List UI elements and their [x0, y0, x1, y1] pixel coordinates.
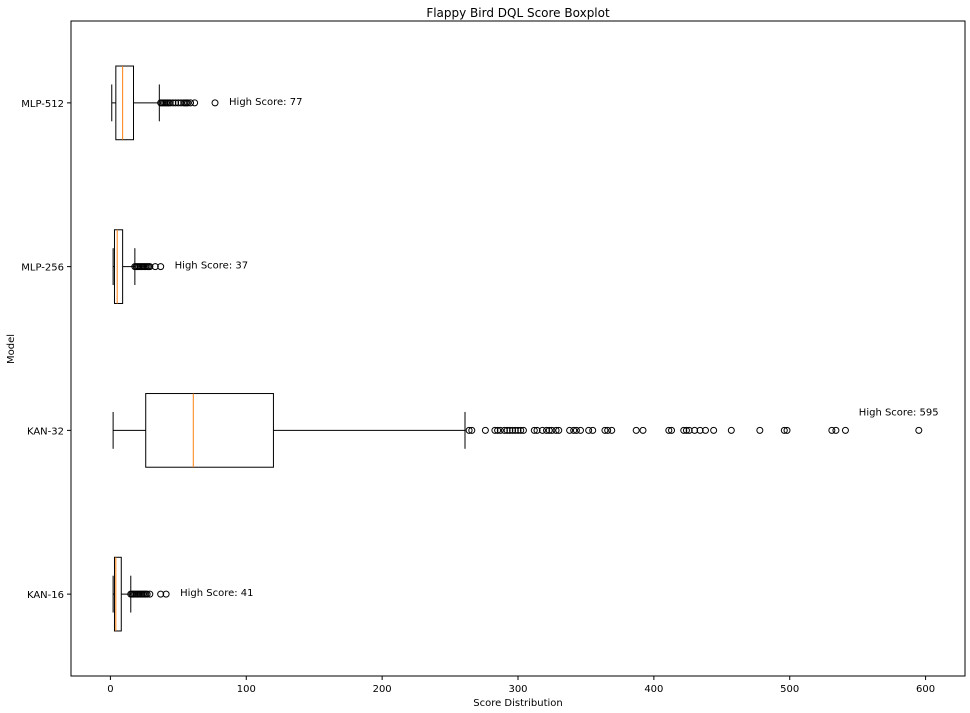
x-tick-label: 400	[644, 684, 663, 695]
outlier-point	[533, 426, 541, 434]
outlier-point	[668, 426, 676, 434]
outlier-point	[552, 426, 560, 434]
outlier-point	[682, 426, 690, 434]
outlier-point	[783, 426, 791, 434]
high-score-annotation: High Score: 37	[175, 261, 248, 272]
high-score-annotation: High Score: 77	[229, 97, 302, 108]
outlier-point	[555, 426, 563, 434]
outlier-point	[514, 426, 522, 434]
x-axis-label: Score Distribution	[473, 698, 563, 709]
outlier-point	[665, 426, 673, 434]
y-tick-label: MLP-512	[21, 99, 64, 110]
outlier-point	[696, 426, 704, 434]
outlier-point	[172, 99, 180, 107]
x-tick-label: 200	[373, 684, 392, 695]
outlier-point	[191, 99, 199, 107]
outlier-point	[169, 99, 177, 107]
outlier-point	[576, 426, 584, 434]
outlier-point	[548, 426, 556, 434]
outlier-point	[146, 590, 154, 598]
outlier-point	[187, 99, 195, 107]
outlier-point	[517, 426, 525, 434]
outlier-point	[841, 426, 849, 434]
outlier-point	[832, 426, 840, 434]
outlier-point	[566, 426, 574, 434]
outlier-point	[639, 426, 647, 434]
box	[113, 229, 124, 304]
outlier-point	[211, 99, 219, 107]
outlier-point	[780, 426, 788, 434]
outlier-point	[710, 426, 718, 434]
outlier-point	[608, 426, 616, 434]
y-tick-label: KAN-16	[27, 590, 64, 601]
x-tick-label: 600	[916, 684, 935, 695]
outlier-point	[727, 426, 735, 434]
outlier-point	[601, 426, 609, 434]
outlier-point	[506, 426, 514, 434]
outlier-point	[465, 426, 473, 434]
x-tick-label: 500	[780, 684, 799, 695]
outlier-point	[157, 263, 165, 271]
outlier-point	[157, 590, 165, 598]
outlier-point	[756, 426, 764, 434]
x-tick-label: 300	[508, 684, 527, 695]
box	[145, 393, 274, 468]
high-score-annotation: High Score: 595	[859, 407, 939, 418]
outlier-point	[503, 426, 511, 434]
outlier-point	[572, 426, 580, 434]
outlier-point	[585, 426, 593, 434]
outlier-point	[166, 99, 174, 107]
outlier-point	[915, 426, 923, 434]
outlier-point	[604, 426, 612, 434]
outlier-point	[494, 426, 502, 434]
outlier-point	[151, 263, 159, 271]
outlier-point	[543, 426, 551, 434]
box	[115, 65, 134, 141]
box	[113, 556, 122, 632]
outlier-point	[570, 426, 578, 434]
outlier-point	[468, 426, 476, 434]
outlier-point	[162, 590, 170, 598]
outlier-point	[500, 426, 508, 434]
outlier-point	[146, 263, 154, 271]
y-axis-label: Model	[6, 334, 17, 364]
outlier-point	[177, 99, 185, 107]
outlier-point	[511, 426, 519, 434]
y-tick-label: MLP-256	[21, 263, 64, 274]
outlier-point	[481, 426, 489, 434]
outlier-point	[491, 426, 499, 434]
outlier-point	[545, 426, 553, 434]
outlier-point	[530, 426, 538, 434]
outlier-point	[701, 426, 709, 434]
high-score-annotation: High Score: 41	[180, 588, 253, 599]
plot-area	[70, 20, 966, 677]
outlier-point	[184, 99, 192, 107]
outlier-point	[538, 426, 546, 434]
outlier-point	[828, 426, 836, 434]
outlier-point	[174, 99, 182, 107]
outlier-point	[680, 426, 688, 434]
outlier-point	[685, 426, 693, 434]
x-tick-label: 0	[107, 684, 113, 695]
chart-title: Flappy Bird DQL Score Boxplot	[426, 6, 610, 20]
x-tick-label: 100	[237, 684, 256, 695]
outlier-point	[509, 426, 517, 434]
outlier-point	[691, 426, 699, 434]
y-tick-label: KAN-32	[27, 426, 64, 437]
outlier-point	[632, 426, 640, 434]
outlier-point	[143, 590, 151, 598]
outlier-point	[589, 426, 597, 434]
outlier-point	[519, 426, 527, 434]
chart-marks: 0 100 200 300 400 500 600 KAN-16 KAN-32 MLP-256 ML…	[21, 65, 939, 695]
outlier-point	[496, 426, 504, 434]
